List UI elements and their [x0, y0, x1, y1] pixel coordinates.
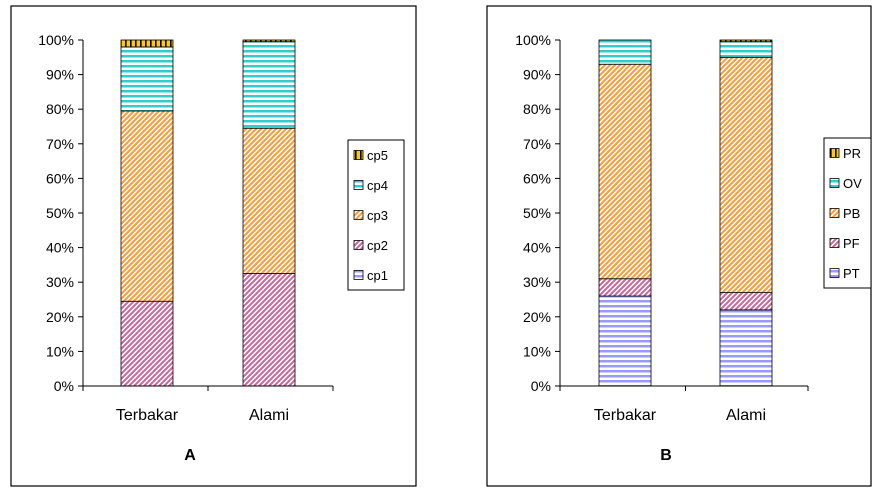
panel-a-axes — [78, 39, 334, 391]
bar-segment-cp4 — [242, 41, 296, 129]
y-tick-label: 100% — [515, 32, 551, 48]
panel-a-y-axis-labels: 0% 10% 20% 30% 40% 50% 60% 70% 80% 90% 100% — [38, 32, 74, 394]
y-tick-label: 40% — [46, 240, 74, 256]
y-tick-label: 20% — [46, 309, 74, 325]
category-label: Terbakar — [594, 407, 657, 424]
y-tick-label: 60% — [46, 170, 74, 186]
legend-label: PB — [843, 206, 860, 221]
y-tick-label: 70% — [523, 136, 551, 152]
y-tick-label: 10% — [523, 343, 551, 359]
panel-a-x-axis-labels: Terbakar Alami — [116, 407, 289, 424]
bar-segment-cp2 — [242, 273, 296, 387]
bar-segment-cp5 — [120, 39, 174, 48]
bar-segment-cp2 — [120, 300, 174, 387]
panel-b-title: B — [660, 447, 672, 464]
y-tick-label: 10% — [46, 343, 74, 359]
legend-swatch-cp5 — [353, 150, 364, 160]
y-tick-label: 50% — [523, 205, 551, 221]
y-tick-label: 20% — [523, 309, 551, 325]
y-tick-label: 30% — [46, 274, 74, 290]
bar-segment-cp3 — [242, 127, 296, 274]
panel-a-title: A — [184, 447, 196, 464]
legend-label: cp4 — [367, 178, 388, 193]
y-tick-label: 60% — [523, 170, 551, 186]
panel-b-bars — [598, 39, 773, 387]
legend-label: cp3 — [367, 208, 388, 223]
y-tick-label: 70% — [46, 136, 74, 152]
bar-segment-PB — [719, 56, 773, 293]
legend-label: OV — [843, 176, 862, 191]
y-tick-label: 90% — [46, 67, 74, 83]
legend-label: cp2 — [367, 238, 388, 253]
bar-segment-OV — [719, 41, 773, 58]
bar-segment-PB — [598, 63, 652, 280]
y-tick-label: 100% — [38, 32, 74, 48]
panel-b: 0% 10% 20% 30% 40% 50% 60% 70% 80% 90% 100% Terbak… — [486, 5, 872, 487]
legend-swatch-cp3 — [353, 210, 364, 220]
bar-segment-PF — [719, 292, 773, 311]
category-label: Alami — [249, 407, 289, 424]
legend-label: PR — [843, 146, 861, 161]
category-label: Terbakar — [116, 407, 179, 424]
legend-swatch-OV — [829, 178, 840, 188]
legend-swatch-PT — [829, 268, 840, 278]
bar-segment-OV — [598, 39, 652, 65]
legend-swatch-PF — [829, 238, 840, 248]
panel-a-bars — [120, 39, 296, 387]
category-label: Alami — [726, 407, 766, 424]
legend-swatch-PB — [829, 208, 840, 218]
y-tick-label: 0% — [531, 378, 551, 394]
legend-swatch-PR — [829, 148, 840, 158]
bar-segment-PF — [598, 278, 652, 297]
bar-segment-PR — [719, 39, 773, 43]
panel-a-legend: cp5 cp4 cp3 cp2 cp1 — [347, 139, 405, 291]
panel-b-y-axis-labels: 0% 10% 20% 30% 40% 50% 60% 70% 80% 90% 100% — [515, 32, 551, 394]
panel-b-axes — [555, 39, 809, 391]
legend-swatch-cp2 — [353, 240, 364, 250]
legend-swatch-cp4 — [353, 180, 364, 190]
y-tick-label: 40% — [523, 240, 551, 256]
y-tick-label: 0% — [54, 378, 74, 394]
panel-b-legend: PR OV PB PF PT — [823, 137, 872, 289]
panel-b-x-axis-labels: Terbakar Alami — [594, 407, 766, 424]
bar-segment-PT — [598, 295, 652, 387]
y-tick-label: 50% — [46, 205, 74, 221]
legend-label: cp1 — [367, 268, 388, 283]
legend-label: PF — [843, 236, 860, 251]
y-tick-label: 80% — [523, 101, 551, 117]
y-tick-label: 30% — [523, 274, 551, 290]
y-tick-label: 80% — [46, 101, 74, 117]
bar-segment-cp4 — [120, 46, 174, 112]
bar-segment-cp5 — [242, 39, 296, 43]
panel-a: 0% 10% 20% 30% 40% 50% 60% 70% 80% 90% 100% Terbak… — [10, 5, 417, 487]
bar-segment-cp3 — [120, 110, 174, 302]
bar-segment-PT — [719, 309, 773, 387]
legend-label: cp5 — [367, 148, 388, 163]
y-tick-label: 90% — [523, 67, 551, 83]
panel-b-frame — [486, 5, 872, 487]
legend-label: PT — [843, 266, 860, 281]
legend-swatch-cp1 — [353, 270, 364, 280]
